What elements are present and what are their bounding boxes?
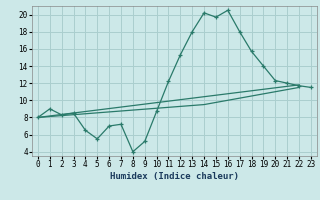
X-axis label: Humidex (Indice chaleur): Humidex (Indice chaleur) [110,172,239,181]
